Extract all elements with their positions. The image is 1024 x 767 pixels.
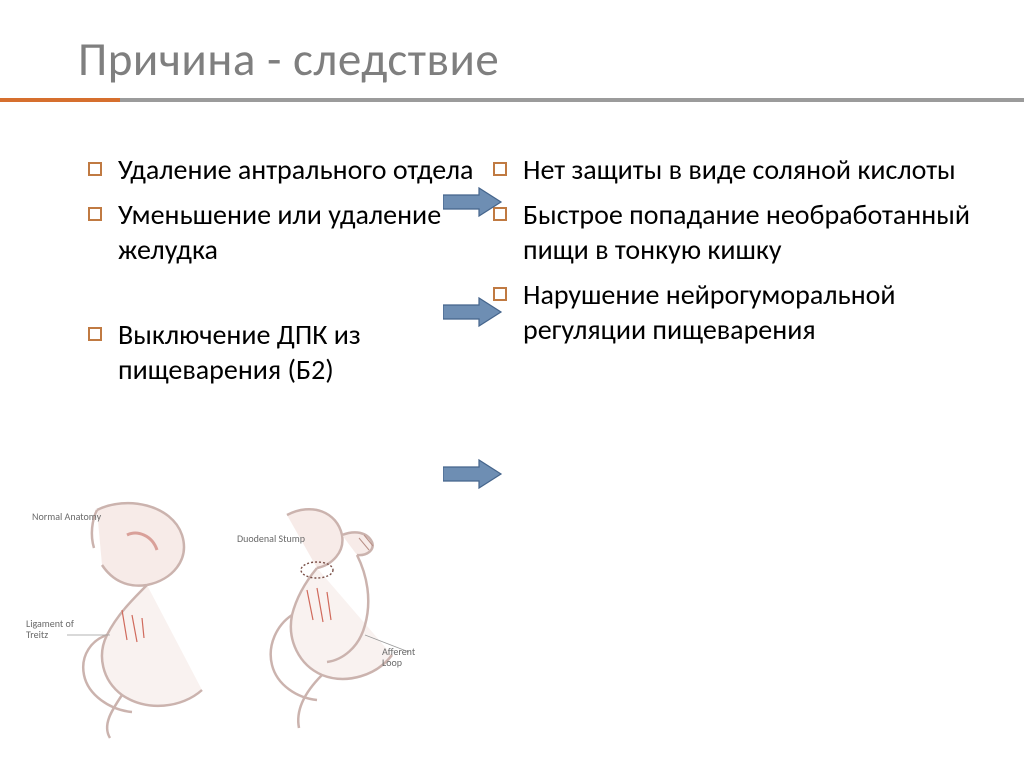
- bullet-icon: [88, 327, 102, 341]
- arrow-icon: [443, 458, 503, 490]
- anatomy-label: Ligament of Treitz: [26, 618, 76, 640]
- bullet-text: Быстрое попадание необработанный пищи в …: [523, 197, 989, 267]
- arrow-icon: [443, 296, 503, 328]
- bullet-text: Выключение ДПК из пищеварения (Б2): [118, 317, 483, 387]
- bullet-icon: [88, 207, 102, 221]
- list-item: Выключение ДПК из пищеварения (Б2): [88, 317, 483, 387]
- list-item: Нет защиты в виде соляной кислоты: [493, 152, 989, 187]
- anatomy-label: Afferent Loop: [382, 646, 426, 668]
- bullet-text: Удаление антрального отдела: [118, 152, 473, 187]
- bullet-text: Уменьшение или удаление желудка: [118, 197, 483, 267]
- bullet-icon: [88, 162, 102, 176]
- anatomy-label: Duodenal Stump: [237, 532, 305, 545]
- anatomy-illustration: Normal Anatomy Ligament of Treitz Duoden…: [32, 480, 452, 750]
- list-item: Уменьшение или удаление желудка: [88, 197, 483, 267]
- bullet-text: Нарушение нейрогуморальной регуляции пищ…: [523, 277, 989, 347]
- list-item: Быстрое попадание необработанный пищи в …: [493, 197, 989, 267]
- content-columns: Удаление антрального отдела Уменьшение и…: [0, 102, 1024, 397]
- arrow-icon: [443, 186, 503, 218]
- list-item: Удаление антрального отдела: [88, 152, 483, 187]
- slide-header: Причина - следствие: [0, 0, 1024, 88]
- bullet-text: Нет защиты в виде соляной кислоты: [523, 152, 956, 187]
- slide-title: Причина - следствие: [78, 30, 1024, 88]
- list-item: Нарушение нейрогуморальной регуляции пищ…: [493, 277, 989, 347]
- causes-column: Удаление антрального отдела Уменьшение и…: [88, 152, 483, 397]
- anatomy-label: Normal Anatomy: [32, 510, 101, 523]
- spacer: [88, 277, 483, 317]
- title-underline: [0, 98, 1024, 102]
- bullet-icon: [493, 162, 507, 176]
- effects-column: Нет защиты в виде соляной кислоты Быстро…: [493, 152, 989, 397]
